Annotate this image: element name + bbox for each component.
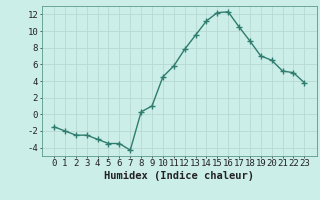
X-axis label: Humidex (Indice chaleur): Humidex (Indice chaleur) bbox=[104, 171, 254, 181]
